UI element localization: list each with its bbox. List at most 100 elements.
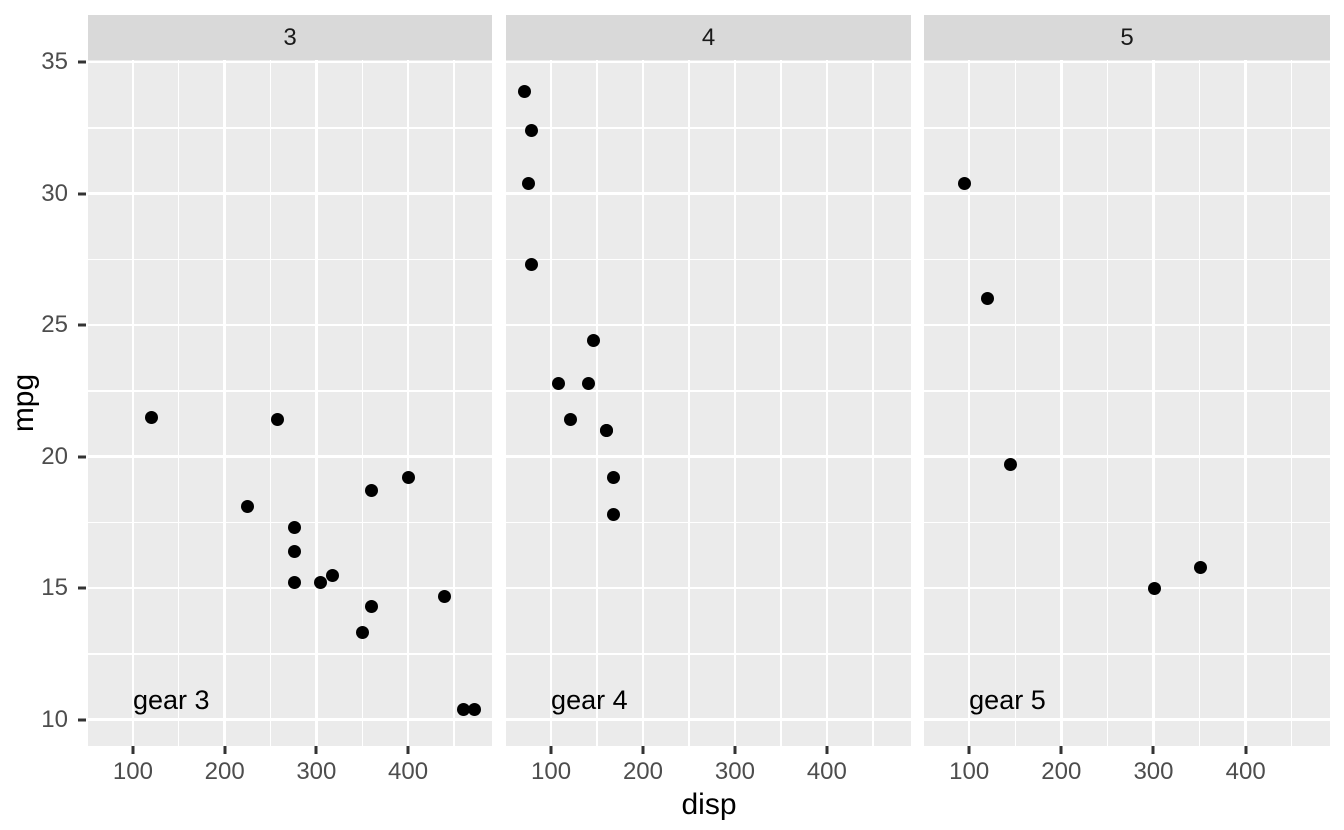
minor-gridline-x (178, 60, 180, 746)
facet-strip: 3 (88, 15, 492, 60)
panel-annotation: gear 3 (132, 685, 210, 716)
minor-gridline-x (361, 60, 363, 746)
x-tick-label: 100 (112, 758, 153, 785)
data-point (551, 376, 565, 390)
data-point (144, 410, 158, 424)
x-tick-mark (314, 746, 318, 754)
x-tick-label: 200 (204, 758, 245, 785)
data-point (958, 176, 972, 190)
data-point (467, 702, 481, 716)
y-tick-label: 30 (41, 179, 68, 207)
minor-gridline-y (506, 390, 911, 392)
y-tick-mark (78, 586, 86, 590)
major-gridline-y (88, 323, 492, 327)
data-point (525, 258, 539, 272)
minor-gridline-x (596, 60, 598, 746)
minor-gridline-x (269, 60, 272, 746)
major-gridline-y (924, 586, 1330, 590)
data-point (364, 484, 378, 498)
minor-gridline-x (1198, 60, 1201, 746)
x-tick-label: 300 (1133, 758, 1174, 785)
x-tick-mark (131, 746, 135, 754)
minor-gridline-y (506, 258, 911, 261)
major-gridline-y (506, 455, 911, 458)
data-point (981, 292, 995, 306)
data-point (517, 84, 531, 98)
minor-gridline-x (453, 60, 455, 746)
data-point (364, 600, 378, 614)
x-tick-mark (967, 746, 971, 754)
x-tick-mark (641, 746, 645, 754)
major-gridline-y (924, 455, 1330, 458)
minor-gridline-y (924, 390, 1330, 392)
minor-gridline-x (780, 60, 782, 746)
major-gridline-x (733, 60, 737, 746)
major-gridline-x (641, 60, 645, 746)
facet-panel: gear 3 (88, 60, 492, 746)
major-gridline-y (924, 192, 1330, 195)
minor-gridline-y (506, 127, 911, 129)
data-point (587, 334, 601, 348)
minor-gridline-x (1014, 60, 1016, 746)
y-axis-title: mpg (7, 373, 40, 433)
data-point (524, 123, 538, 137)
minor-gridline-y (924, 127, 1330, 129)
y-tick-label: 10 (41, 705, 68, 733)
data-point (456, 702, 470, 716)
major-gridline-y (88, 455, 492, 458)
data-point (599, 423, 613, 437)
major-gridline-y (506, 586, 911, 590)
x-tick-mark (1059, 746, 1063, 754)
minor-gridline-x (872, 60, 874, 746)
x-tick-mark (223, 746, 227, 754)
facet-strip: 5 (924, 15, 1330, 60)
x-tick-mark (1244, 746, 1248, 754)
data-point (1004, 458, 1018, 472)
data-point (522, 176, 536, 190)
y-tick-mark (78, 60, 86, 64)
x-tick-label: 100 (949, 758, 990, 785)
data-point (1147, 581, 1161, 595)
y-tick-label: 35 (41, 48, 68, 76)
major-gridline-y (924, 718, 1330, 721)
y-tick-mark (78, 323, 86, 327)
panel-annotation: gear 5 (969, 685, 1046, 716)
x-axis-title: disp (681, 788, 737, 821)
data-point (287, 544, 301, 558)
data-point (313, 576, 327, 590)
x-tick-mark (406, 746, 410, 754)
data-point (355, 626, 369, 640)
x-tick-mark (549, 746, 553, 754)
x-tick-label: 300 (296, 758, 337, 785)
x-tick-label: 400 (388, 758, 429, 785)
y-tick-label: 25 (41, 311, 68, 339)
data-point (326, 568, 340, 582)
minor-gridline-y (924, 653, 1330, 655)
x-tick-mark (825, 746, 829, 754)
x-tick-label: 400 (806, 758, 847, 785)
facet-panel: gear 5 (924, 60, 1330, 746)
minor-gridline-y (88, 127, 492, 129)
major-gridline-y (506, 718, 911, 721)
panel-annotation: gear 4 (551, 685, 628, 716)
major-gridline-x (315, 60, 318, 746)
minor-gridline-y (88, 653, 492, 655)
major-gridline-x (1244, 60, 1247, 746)
data-point (287, 521, 301, 535)
data-point (438, 589, 452, 603)
data-point (271, 413, 285, 427)
facet-strip: 4 (506, 15, 911, 60)
minor-gridline-x (1106, 60, 1109, 746)
x-tick-label: 200 (622, 758, 664, 785)
major-gridline-x (131, 60, 135, 746)
x-tick-label: 200 (1041, 758, 1082, 785)
data-point (606, 508, 620, 522)
major-gridline-x (223, 60, 226, 746)
major-gridline-x (1060, 60, 1063, 746)
major-gridline-y (88, 60, 492, 64)
major-gridline-y (506, 60, 911, 64)
data-point (606, 471, 620, 485)
major-gridline-y (924, 323, 1330, 327)
x-tick-mark (733, 746, 737, 754)
x-tick-label: 100 (531, 758, 572, 785)
